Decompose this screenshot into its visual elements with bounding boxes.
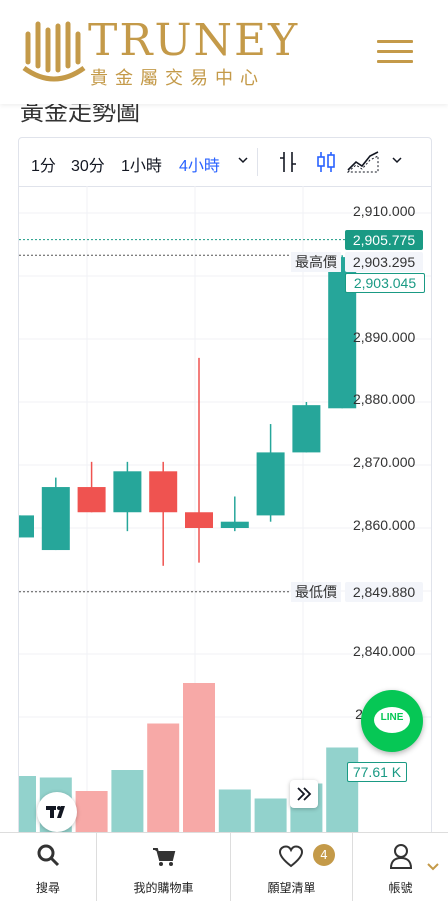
partial-axis-label: 2 (355, 706, 363, 722)
chart-toolbar: 1分 30分 1小時 4小時 (19, 138, 431, 187)
price-axis-label: 2,890.000 (353, 329, 416, 345)
site-header: TRUNEY 貴金屬交易中心 (0, 0, 448, 104)
price-axis-label: 2,910.000 (353, 203, 416, 219)
price-axis-label: 2,860.000 (353, 517, 416, 533)
chevron-down-icon[interactable] (391, 154, 403, 166)
tradingview-logo-icon[interactable] (37, 792, 77, 832)
volume-bar (218, 789, 251, 833)
timeframe-4h[interactable]: 4小時 (179, 158, 220, 175)
nav-account[interactable]: 帳號 (353, 833, 448, 901)
candles-icon[interactable] (315, 150, 337, 174)
nav-cart-label: 我的購物車 (133, 881, 194, 895)
chevron-down-icon[interactable] (237, 154, 249, 166)
nav-account-label: 帳號 (388, 881, 413, 895)
volume-bar (326, 747, 359, 833)
volume-bar (75, 791, 108, 833)
high-price-tag: 2,903.295 (345, 252, 423, 272)
price-axis-label: 2,870.000 (353, 454, 416, 470)
price-chart[interactable] (19, 186, 431, 838)
candle-body (220, 521, 249, 528)
price-axis-label: 2,840.000 (353, 643, 416, 659)
volume-bar (254, 798, 287, 833)
volume-tag: 77.61 K (347, 762, 407, 782)
line-label: LINE (380, 712, 404, 723)
user-icon (389, 844, 413, 869)
scroll-to-latest-button[interactable] (290, 780, 318, 808)
candle-body (149, 471, 178, 513)
volume-bar (111, 770, 144, 833)
search-icon (37, 844, 60, 867)
chevron-down-icon[interactable] (426, 862, 440, 872)
candle-body (19, 515, 34, 538)
cart-icon (153, 848, 176, 866)
toolbar-divider (257, 148, 258, 176)
volume-bar (147, 723, 180, 833)
bar-chart-icon[interactable] (277, 150, 299, 174)
brand-subtitle: 貴金屬交易中心 (90, 68, 265, 89)
truney-logo-icon[interactable] (20, 18, 88, 86)
wishlist-count-badge: 4 (313, 844, 335, 866)
area-chart-icon[interactable] (347, 150, 379, 174)
volume-bar (19, 776, 36, 833)
nav-wishlist[interactable]: 願望清單 (231, 833, 353, 901)
speech-bubble-icon (374, 707, 410, 733)
candle-body (41, 487, 70, 551)
last-price-tag: 2,903.045 (345, 273, 425, 293)
heart-icon (278, 845, 304, 868)
bottom-nav: 搜尋 我的購物車 願望清單 帳號 (0, 832, 448, 901)
candle-body (77, 487, 106, 513)
low-price-tag: 2,849.880 (345, 582, 423, 602)
nav-cart[interactable]: 我的購物車 (97, 833, 231, 901)
timeframe-1m[interactable]: 1分 (31, 158, 56, 175)
candle-body (292, 405, 321, 453)
current-price-tag: 2,905.775 (345, 230, 423, 250)
volume-bar (183, 683, 215, 833)
candle-body (113, 471, 142, 513)
candle-body (256, 452, 285, 516)
brand-name[interactable]: TRUNEY (88, 15, 300, 66)
candle-body (185, 512, 213, 528)
nav-wishlist-label: 願望清單 (267, 881, 316, 895)
line-chat-button[interactable]: LINE (361, 690, 423, 752)
price-axis-label: 2,880.000 (353, 391, 416, 407)
timeframe-1h[interactable]: 1小時 (121, 158, 162, 175)
nav-search-label: 搜尋 (35, 881, 60, 895)
timeframe-30m[interactable]: 30分 (71, 158, 105, 175)
high-price-label: 最高價 (291, 252, 341, 272)
menu-icon[interactable] (377, 40, 413, 66)
low-price-label: 最低價 (291, 582, 341, 602)
nav-search[interactable]: 搜尋 (0, 833, 97, 901)
